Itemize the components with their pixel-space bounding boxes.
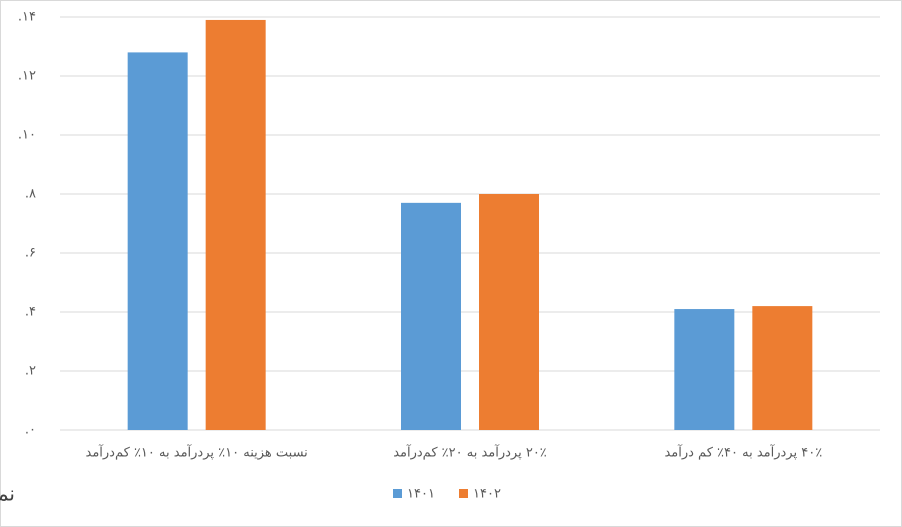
y-tick-label: .۴ [25,305,36,320]
y-tick-label: .۱۰ [18,128,36,143]
y-tick-label: .۸ [25,187,36,202]
x-tick-label: ۲۰٪ پردرآمد به ۲۰٪ کم‌درآمد [393,444,547,461]
legend-swatch [459,489,468,498]
y-tick-label: .۲ [25,364,36,379]
bar [205,19,266,430]
bar [127,52,188,431]
legend-label: ۱۴۰۲ [473,487,501,502]
source: نمودار:خبرآنلاین [0,481,15,506]
bar [401,202,461,430]
legend-swatch [393,489,402,498]
y-tick-label: .۶ [25,246,36,261]
bar [674,309,735,430]
bar [479,194,539,430]
y-tick-label: .۱۴ [18,10,36,25]
bar [752,306,813,430]
legend-label: ۱۴۰۱ [407,487,435,502]
x-tick-label: نسبت هزینه ۱۰٪ پردرآمد به ۱۰٪ کم‌درآمد [86,444,308,461]
y-tick-label: .۰ [25,423,36,438]
y-tick-label: .۱۲ [18,69,36,84]
x-tick-label: ۴۰٪ پردرآمد به ۴۰٪ کم درآمد [664,444,822,461]
